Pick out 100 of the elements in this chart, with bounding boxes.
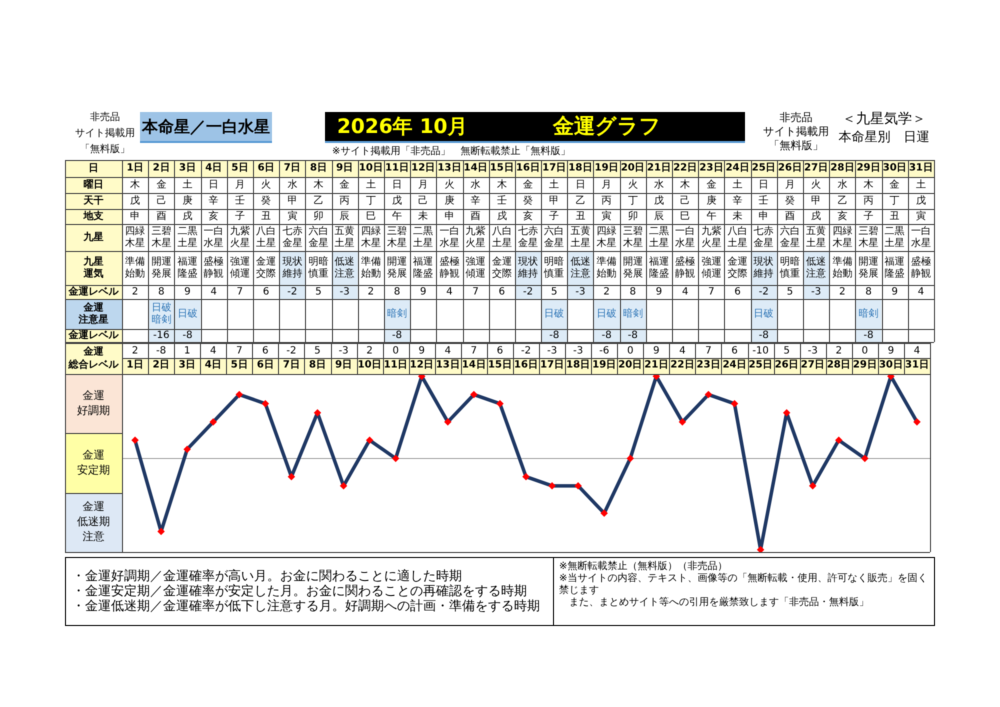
data-label: -8: [182, 330, 192, 342]
text: 日破: [596, 308, 617, 320]
text: 現状維持: [518, 256, 538, 280]
data-label: -2: [286, 346, 296, 357]
point: [340, 482, 348, 490]
text: 寅: [287, 211, 298, 222]
point: [757, 546, 764, 552]
x-tick-label: 20日: [620, 162, 645, 174]
text: 辛: [208, 196, 219, 207]
text: 寅: [602, 211, 612, 222]
text: 五黄土星: [570, 226, 590, 250]
text: 金運好調期: [77, 389, 110, 418]
text: ※サイト掲載用「非売品」 無断転載禁止「無料版」: [332, 146, 570, 158]
text: 七赤金星: [282, 226, 302, 250]
data-label: 8: [394, 286, 400, 298]
text: 本命星／一白水星: [140, 112, 272, 143]
text: 水: [654, 180, 664, 191]
chart-title: 金運グラフ: [553, 113, 661, 139]
text: 非売品: [89, 111, 121, 125]
text: 辛: [470, 196, 481, 207]
text: 土: [916, 180, 926, 191]
text: 低迷注意: [570, 256, 590, 280]
text: 癸: [261, 196, 272, 207]
x-tick-label: 7日: [282, 360, 300, 371]
text: 四緑木星: [125, 226, 146, 250]
text: 土: [366, 180, 376, 191]
x-tick-label: 3日: [178, 360, 196, 371]
text: 金運交際: [256, 256, 276, 280]
x-tick-label: 30日: [878, 360, 903, 371]
x-tick-label: 29日: [852, 360, 877, 371]
text: 日破暗剣: [151, 302, 172, 326]
point: [731, 400, 738, 408]
text: 金運交際: [728, 256, 748, 280]
data-label: -3: [808, 346, 818, 357]
text: 強運傾運: [701, 256, 722, 280]
data-label: 5: [786, 286, 794, 298]
text: 戌: [811, 211, 822, 222]
text: 五黄土星: [806, 226, 826, 250]
text: 開運発展: [387, 256, 408, 280]
text: 三碧木星: [858, 226, 879, 250]
data-label: 0: [627, 346, 634, 357]
data-label: 4: [210, 346, 216, 357]
text: 寅: [916, 211, 926, 222]
data-label: 7: [236, 286, 244, 298]
text: 盛極静観: [204, 256, 224, 280]
text: 日破: [177, 308, 198, 320]
text: 九紫火星: [230, 226, 250, 250]
text: 二黒土星: [648, 226, 669, 250]
x-tick-label: 1日: [126, 162, 144, 174]
chart-subtitle: 2026年 10月: [337, 114, 468, 139]
text: 甲: [811, 196, 822, 207]
text: 丑: [575, 211, 586, 222]
text: 子: [864, 211, 874, 222]
x-tick-label: 28日: [826, 360, 851, 371]
text: 己: [156, 196, 166, 207]
x-tick-label: 2日: [152, 360, 170, 371]
text: 午: [706, 211, 716, 222]
x-tick-label: 29日: [856, 162, 880, 174]
text: 二黒土星: [413, 226, 434, 250]
y-tick-label: 天干: [82, 194, 104, 207]
text: 金: [156, 180, 166, 191]
text: 丁: [366, 196, 376, 207]
data-label: 5: [551, 286, 558, 298]
text: 戌: [182, 211, 192, 222]
x-tick-label: 22日: [673, 162, 698, 174]
point: [210, 418, 217, 426]
point: [132, 436, 139, 444]
text: 火: [444, 180, 454, 191]
x-tick-label: 23日: [696, 360, 720, 371]
text: 丙: [340, 196, 350, 207]
y-tick-label: 金運注意星: [78, 302, 108, 326]
x-tick-label: 17日: [542, 162, 566, 174]
x-tick-label: 13日: [437, 162, 462, 174]
text: 庚: [182, 196, 192, 207]
text: 月: [418, 180, 428, 191]
data-label: 5: [314, 346, 321, 357]
data-label: 2: [366, 346, 373, 357]
x-tick-label: 4日: [204, 360, 222, 371]
text: 土: [182, 180, 192, 191]
text: 福運隆盛: [648, 256, 669, 280]
text: 未: [418, 211, 428, 222]
text: 月: [602, 180, 612, 191]
text: 申: [444, 211, 454, 222]
text: 丙: [864, 196, 874, 207]
text: 戊: [392, 196, 402, 207]
x-tick-label: 24日: [722, 360, 746, 371]
x-tick-label: 5日: [230, 360, 248, 371]
x-tick-label: 14日: [464, 162, 488, 174]
data-label: 4: [446, 286, 453, 298]
data-label: -3: [811, 286, 822, 298]
text: 癸: [784, 196, 795, 207]
point: [809, 482, 816, 490]
text: 辰: [654, 211, 664, 222]
text: 六白金星: [780, 226, 800, 250]
text: 日: [758, 180, 769, 191]
text: 八白土星: [728, 226, 748, 250]
text: 水: [287, 180, 298, 191]
text: 開運発展: [858, 256, 879, 280]
point: [600, 510, 608, 517]
text: 一白水星: [910, 226, 931, 250]
